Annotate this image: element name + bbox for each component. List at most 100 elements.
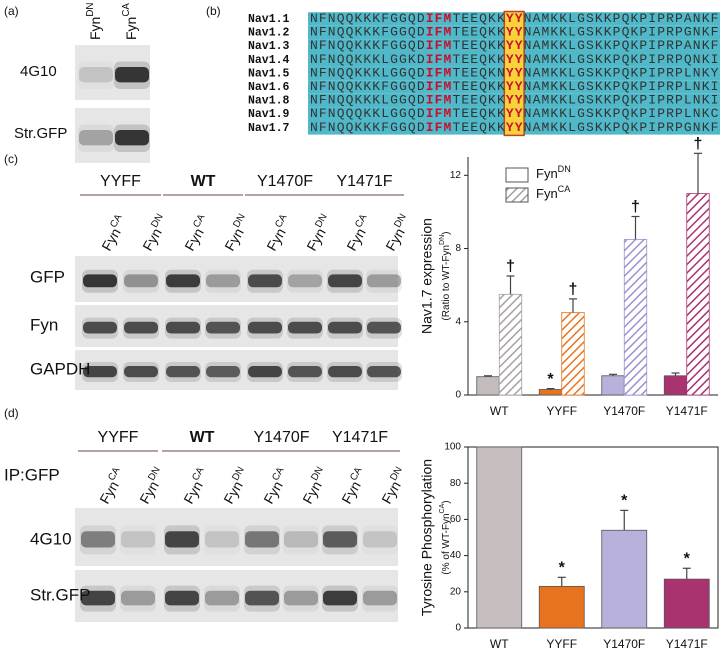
panel-label: (c) bbox=[4, 152, 18, 166]
sequence-segment: NAMKKLGSKKPQKPIPRPGNKF bbox=[524, 120, 720, 135]
blot-smear bbox=[80, 525, 116, 555]
sequence: NFNQQKKKLGGQDIFMTEEQKNYYNAMKKLGSKKPQKPIP… bbox=[310, 66, 720, 81]
blot-band bbox=[81, 531, 115, 548]
lane-label: FynCA bbox=[121, 3, 139, 40]
bar bbox=[686, 193, 710, 396]
blot-smear bbox=[366, 362, 402, 382]
blot-band bbox=[205, 531, 239, 548]
blot-band bbox=[248, 366, 282, 378]
sequence-segment: IFM bbox=[426, 25, 453, 40]
lane-label: FynCA bbox=[97, 212, 131, 253]
blot-smear bbox=[78, 124, 114, 152]
blot-band bbox=[124, 366, 158, 378]
row-label: 4G10 bbox=[30, 529, 72, 548]
blot-smear bbox=[205, 362, 241, 382]
lane-label-base: Fyn bbox=[123, 17, 139, 40]
ip-label: IP:GFP bbox=[4, 465, 60, 484]
blot-smear bbox=[366, 269, 402, 293]
blot-smear bbox=[322, 585, 358, 612]
sequence-segment: NAMKKLGSKKPQKPIPRPLNKC bbox=[524, 107, 720, 122]
lane-label: FynDN bbox=[85, 3, 103, 41]
significance-marker: † bbox=[569, 281, 578, 298]
group-label: Y1470F bbox=[257, 173, 313, 190]
sequence: NFNQQKKKFGGQDIFMTEEQKKYYNAMKKLGSKKPQKPIP… bbox=[310, 11, 720, 26]
blot-smear bbox=[362, 585, 398, 612]
lane-label: FynCA bbox=[95, 465, 129, 506]
blot-smear bbox=[164, 585, 200, 612]
sequence-name: Nav1.6 bbox=[248, 81, 290, 94]
y-tick-label: 4 bbox=[455, 316, 461, 327]
y-axis-sublabel-sup: DN bbox=[439, 235, 446, 245]
x-tick-label: WT bbox=[490, 404, 509, 418]
blot-smear bbox=[82, 362, 118, 382]
sequence-segment: YY bbox=[506, 52, 524, 67]
lane-label-base: Fyn bbox=[303, 225, 329, 253]
lane-label-base: Fyn bbox=[343, 225, 369, 253]
y-axis-sublabel: (Ratio to WT-FynDN) bbox=[439, 231, 451, 320]
blot-band bbox=[363, 531, 397, 548]
y-tick-label: 60 bbox=[450, 514, 462, 525]
lane-label: FynCA bbox=[180, 212, 214, 253]
group-label: Y1470F bbox=[253, 429, 309, 446]
lane-label-base: Fyn bbox=[260, 478, 286, 506]
significance-marker: * bbox=[559, 560, 566, 577]
sequence-segment: NAMKKLGSKKPQKPIPRPLNKI bbox=[524, 93, 720, 108]
blot-smear bbox=[82, 269, 118, 293]
lane-label-base: Fyn bbox=[263, 225, 289, 253]
sequence: NFNQQKKKLGGQDIFMTEEQKKYYNAMKKLGSKKPQKPIP… bbox=[310, 93, 720, 108]
sequence-segment: IFM bbox=[426, 107, 453, 122]
sequence-segment: YY bbox=[506, 79, 524, 94]
blot-smear bbox=[80, 585, 116, 612]
sequence-segment: TEEQKK bbox=[452, 107, 505, 122]
x-tick-label: Y1471F bbox=[666, 404, 708, 418]
legend-label-base: Fyn bbox=[536, 166, 558, 181]
sequence-segment: NFNQQKKKFGGQD bbox=[310, 39, 426, 54]
blot-band bbox=[206, 366, 240, 378]
blot-band bbox=[328, 274, 362, 288]
bar bbox=[561, 312, 585, 396]
blot-smear bbox=[247, 269, 283, 293]
blot-smear bbox=[322, 525, 358, 555]
sequence-segment: NAMKKLGSKKPQKPIPRPANKF bbox=[524, 11, 720, 26]
lane-label: FynCA bbox=[337, 465, 371, 506]
blot-smear bbox=[165, 362, 201, 382]
sequence-segment: NFNQQKKKFGGQD bbox=[310, 79, 426, 94]
blot-smear bbox=[123, 362, 159, 382]
blot-band bbox=[288, 274, 322, 288]
sequence-name: Nav1.2 bbox=[248, 27, 290, 40]
lane-label: FynCA bbox=[342, 212, 376, 253]
blot-band bbox=[323, 590, 357, 606]
bar bbox=[623, 238, 648, 396]
lane-label: FynCA bbox=[262, 212, 296, 253]
group-label: YYFF bbox=[98, 429, 139, 446]
y-tick-label: 12 bbox=[450, 170, 462, 181]
blot-band bbox=[245, 531, 279, 548]
bar bbox=[538, 389, 563, 396]
lane-label: FynDN bbox=[138, 212, 172, 253]
blot-band bbox=[205, 590, 239, 606]
blot-smear bbox=[164, 525, 200, 555]
blot-band bbox=[83, 274, 117, 288]
y-axis-label: Tyrosine Phosphorylation bbox=[419, 459, 435, 616]
group-label: YYFF bbox=[100, 173, 141, 190]
sequence-segment: NAMKKLGSKKPQKPIPRPANKF bbox=[524, 39, 720, 54]
sequence-name: Nav1.4 bbox=[248, 54, 290, 67]
sequence-segment: NAMKKLGSKKPQKPIPRPGNKF bbox=[524, 25, 720, 40]
legend-label: FynDN bbox=[536, 164, 571, 181]
bar bbox=[601, 375, 625, 396]
y-axis-sublabel: (% of WT-FynCA) bbox=[439, 500, 451, 574]
blot-band bbox=[83, 321, 117, 334]
lane-label: FynDN bbox=[220, 212, 254, 253]
y-axis-sublabel-base: (% of WT-Fyn bbox=[441, 513, 452, 574]
group-label: WT bbox=[191, 173, 216, 190]
panel-label: (b) bbox=[206, 4, 221, 18]
sequence-name: Nav1.7 bbox=[248, 122, 290, 135]
legend-swatch bbox=[505, 187, 529, 203]
blot-smear bbox=[287, 269, 323, 293]
sequence-segment: IFM bbox=[426, 39, 453, 54]
lane-label-sup: DN bbox=[85, 3, 96, 17]
sequence-segment: YY bbox=[506, 66, 524, 81]
legend-label-sup: CA bbox=[558, 184, 572, 194]
row-label: Fyn bbox=[30, 315, 58, 334]
x-tick-label: Y1470F bbox=[603, 637, 645, 651]
